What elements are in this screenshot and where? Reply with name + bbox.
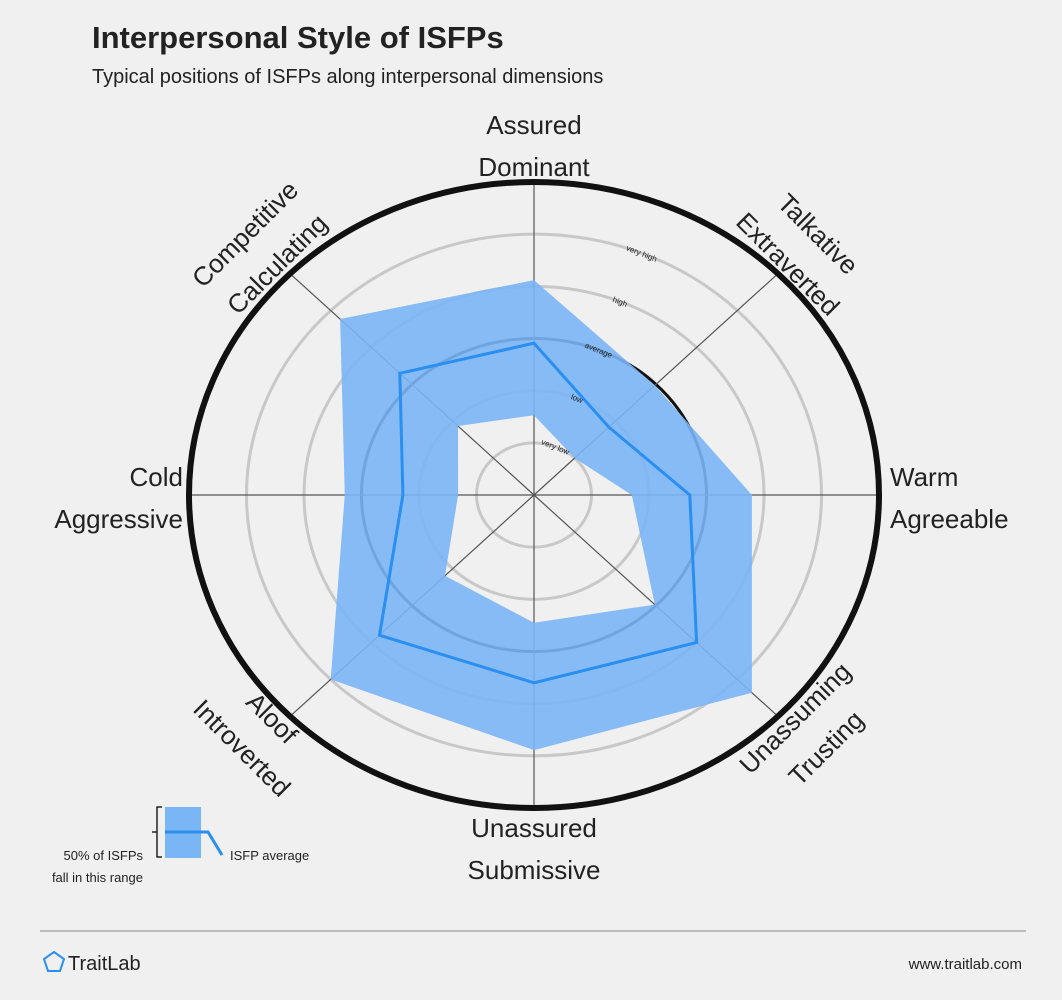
axis-label: Cold <box>130 462 183 492</box>
legend-line <box>165 830 224 856</box>
axis-label: Agreeable <box>890 504 1009 534</box>
axis-label: Warm <box>890 462 958 492</box>
url: www.traitlab.com <box>908 956 1022 973</box>
brand: TraitLab <box>68 953 141 975</box>
average-line <box>377 341 699 685</box>
axis-label: Unassured <box>471 813 597 843</box>
logo <box>42 950 66 972</box>
chart-title: Interpersonal Style of ISFPs <box>92 20 504 55</box>
legend-label: fall in this range <box>52 870 143 885</box>
legend-label: 50% of ISFPs <box>64 848 144 863</box>
range-band <box>330 280 752 751</box>
ring-label: low <box>570 392 585 405</box>
legend-label: ISFP average <box>230 848 309 863</box>
axis-label: Aggressive <box>54 504 183 534</box>
legend-bracket <box>152 806 162 858</box>
axis-label: Assured <box>486 110 581 140</box>
axis-label: Submissive <box>468 855 601 885</box>
chart-subtitle: Typical positions of ISFPs along interpe… <box>92 66 603 88</box>
axis-line <box>533 273 779 496</box>
outer-ring <box>186 179 882 811</box>
axis-label: Dominant <box>478 152 590 182</box>
